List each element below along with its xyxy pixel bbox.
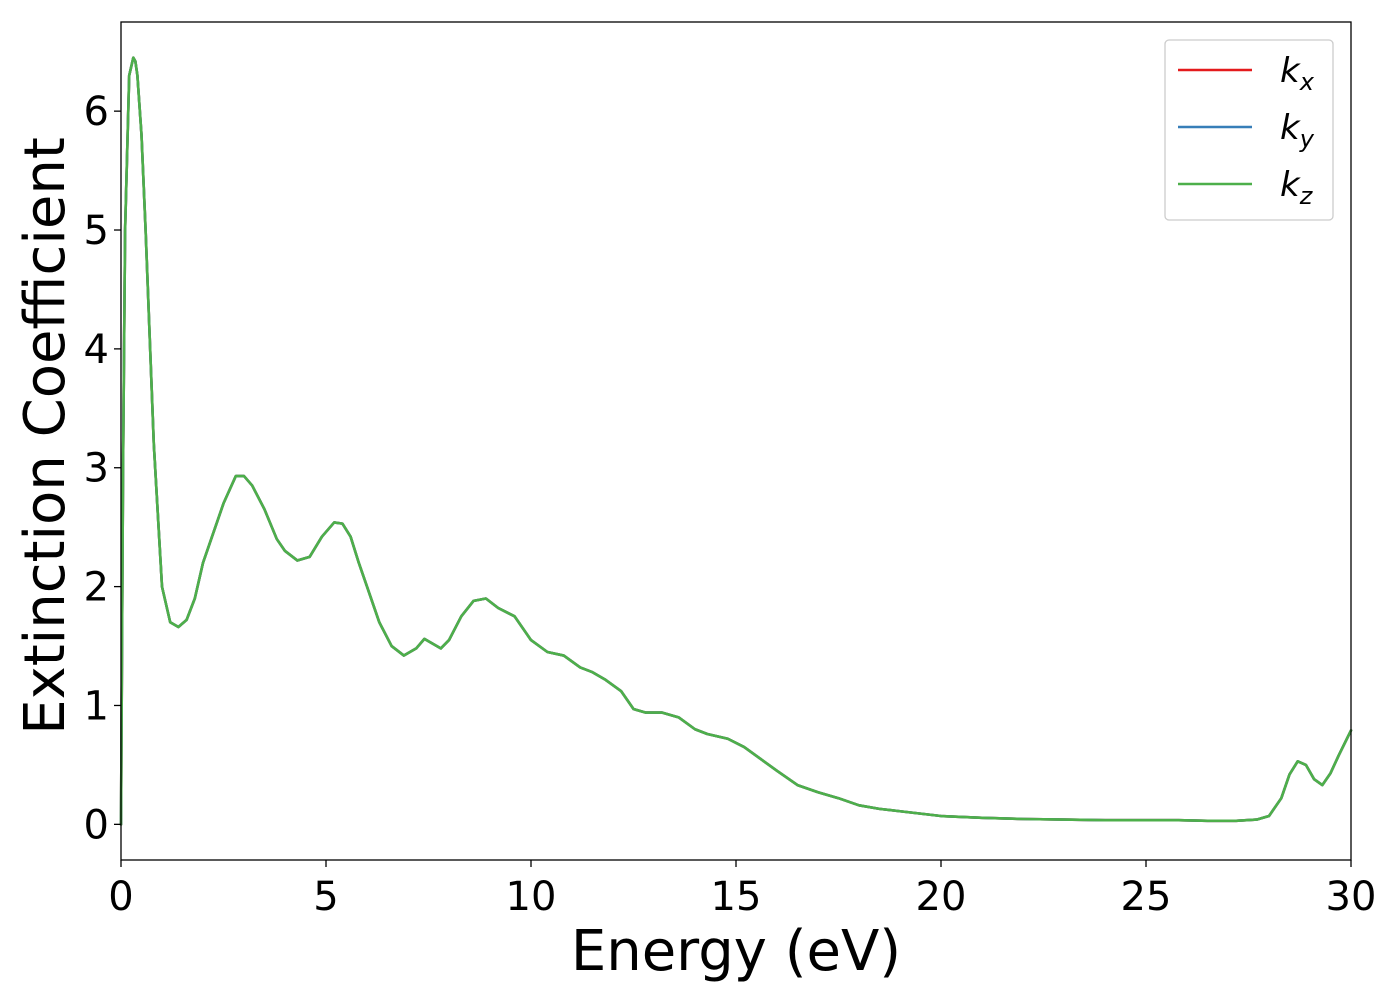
y-tick-label: 2	[84, 565, 109, 611]
x-tick-label: 0	[108, 874, 133, 920]
legend-label-k-x: kx	[1280, 51, 1315, 96]
y-tick-label: 5	[84, 208, 109, 254]
legend-label-k-y: ky	[1280, 108, 1315, 153]
y-axis-title: Extinction Coefficient	[13, 137, 78, 735]
y-tick-label: 4	[84, 327, 109, 373]
series-layer	[119, 56, 1353, 826]
legend-label-k-z: kz	[1280, 165, 1314, 210]
y-axis-ticks: 0 1 2 3 4 5 6	[84, 89, 121, 848]
x-tick-label: 20	[916, 874, 967, 920]
y-tick-label: 3	[84, 446, 109, 492]
y-tick-label: 6	[84, 89, 109, 135]
y-tick-label: 0	[84, 802, 109, 848]
x-tick-label: 5	[313, 874, 338, 920]
legend: kx ky kz	[1164, 39, 1334, 221]
x-tick-label: 30	[1326, 874, 1377, 920]
x-axis-ticks: 0 5 10 15 20 25 30	[108, 860, 1376, 920]
x-axis-title: Energy (eV)	[571, 919, 901, 984]
y-tick-label: 1	[84, 683, 109, 729]
x-tick-label: 25	[1121, 874, 1172, 920]
series-line-k-z	[119, 56, 1353, 826]
legend-box	[1164, 39, 1334, 221]
x-tick-label: 10	[506, 874, 557, 920]
x-tick-label: 15	[711, 874, 762, 920]
